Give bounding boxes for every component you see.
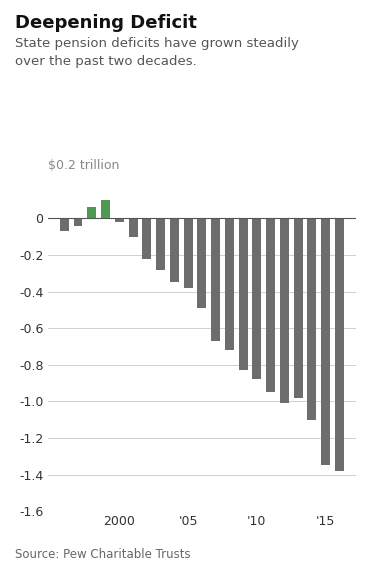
- Bar: [142, 218, 151, 258]
- Bar: [60, 218, 69, 231]
- Bar: [170, 218, 179, 282]
- Bar: [73, 218, 83, 225]
- Text: Source: Pew Charitable Trusts: Source: Pew Charitable Trusts: [15, 548, 190, 561]
- Bar: [252, 218, 261, 379]
- Bar: [197, 218, 206, 308]
- Bar: [101, 200, 110, 218]
- Bar: [211, 218, 220, 341]
- Bar: [308, 218, 316, 420]
- Text: $0.2 trillion: $0.2 trillion: [48, 159, 119, 172]
- Bar: [280, 218, 289, 403]
- Bar: [321, 218, 330, 465]
- Text: State pension deficits have grown steadily
over the past two decades.: State pension deficits have grown steadi…: [15, 37, 299, 68]
- Bar: [156, 218, 165, 270]
- Bar: [266, 218, 275, 392]
- Bar: [335, 218, 344, 471]
- Bar: [128, 218, 138, 237]
- Bar: [184, 218, 193, 288]
- Bar: [239, 218, 248, 370]
- Text: Deepening Deficit: Deepening Deficit: [15, 14, 197, 32]
- Bar: [225, 218, 234, 350]
- Bar: [294, 218, 303, 398]
- Bar: [115, 218, 124, 222]
- Bar: [87, 207, 96, 218]
